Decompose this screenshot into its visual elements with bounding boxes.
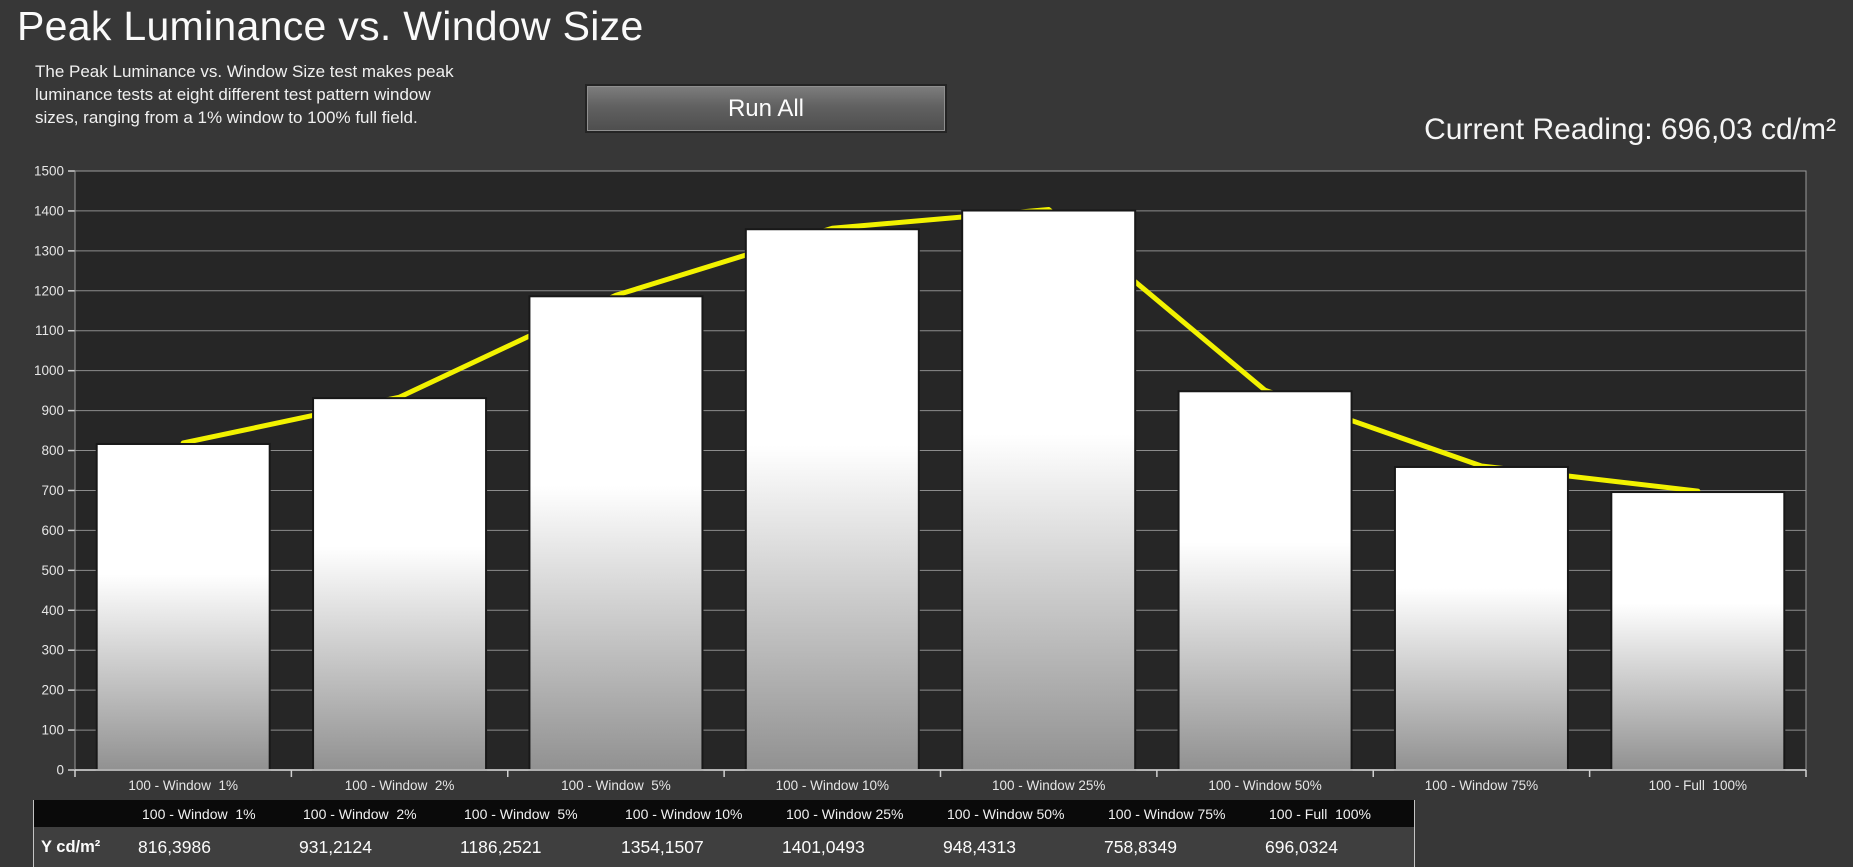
trend-line — [180, 207, 1701, 494]
bar — [1393, 465, 1569, 771]
table-header-cell: 100 - Window 50% — [931, 800, 1092, 827]
test-description: The Peak Luminance vs. Window Size test … — [35, 62, 454, 127]
y-axis-label: 200 — [41, 683, 64, 698]
x-axis-label: 100 - Full 100% — [1649, 778, 1747, 793]
results-table-header: 100 - Window 1% 100 - Window 2% 100 - Wind… — [33, 800, 1415, 827]
y-axis-label: 500 — [41, 563, 64, 578]
bar — [1177, 390, 1353, 771]
x-axis-label: 100 - Window 10% — [776, 778, 889, 793]
table-value-cell: 1401,0493 — [770, 827, 931, 867]
table-header-cell: 100 - Window 75% — [1092, 800, 1253, 827]
table-value-cell: 1186,2521 — [448, 827, 609, 867]
table-value-cell: 696,0324 — [1253, 827, 1415, 867]
x-axis-label: 100 - Window 2% — [345, 778, 455, 793]
y-axis-label: 600 — [41, 523, 64, 538]
y-axis-label: 1300 — [34, 243, 64, 258]
table-value-cell: 948,4313 — [931, 827, 1092, 867]
table-header-cell: 100 - Window 2% — [287, 800, 448, 827]
bar — [312, 397, 488, 771]
table-row-label: Y cd/m² — [33, 827, 126, 867]
table-header-cell: 100 - Full 100% — [1253, 800, 1415, 827]
peak-luminance-chart: 0 100 200 300 400 500 600 700 800 900 1000 1100 1200… — [34, 164, 1807, 793]
y-axis-label: 1200 — [34, 283, 64, 298]
results-table-body: Y cd/m² 816,3986 931,2124 1186,2521 1354,150… — [33, 827, 1415, 867]
table-value-row: Y cd/m² 816,3986 931,2124 1186,2521 1354,150… — [33, 827, 1415, 867]
y-axis-label: 300 — [41, 643, 64, 658]
table-value-cell: 758,8349 — [1092, 827, 1253, 867]
y-axis-label: 1000 — [34, 363, 64, 378]
results-table: 100 - Window 1% 100 - Window 2% 100 - Wind… — [33, 800, 1415, 867]
bar — [528, 295, 704, 771]
table-header-cell: 100 - Window 1% — [126, 800, 287, 827]
y-axis-label: 1400 — [34, 203, 64, 218]
run-all-button-label: Run All — [727, 94, 805, 122]
y-axis-label: 400 — [41, 603, 64, 618]
bar — [95, 442, 271, 771]
y-axis-label: 900 — [41, 403, 64, 418]
table-header-cell: 100 - Window 5% — [448, 800, 609, 827]
x-axis-label: 100 - Window 75% — [1425, 778, 1538, 793]
table-value-cell: 931,2124 — [287, 827, 448, 867]
y-axis-label: 1500 — [34, 164, 64, 179]
page-title: Peak Luminance vs. Window Size — [17, 3, 644, 49]
bar — [744, 228, 920, 771]
current-reading: Current Reading: 696,03 cd/m² — [1424, 113, 1836, 146]
y-axis-label: 700 — [41, 483, 64, 498]
table-corner-cell — [33, 800, 126, 827]
y-axis-label: 800 — [41, 443, 64, 458]
y-axis-label: 100 — [41, 723, 64, 738]
y-axis-label: 0 — [56, 763, 64, 778]
x-axis-label: 100 - Window 1% — [128, 778, 238, 793]
bar — [961, 209, 1137, 771]
table-header-cell: 100 - Window 10% — [609, 800, 770, 827]
table-header-row: 100 - Window 1% 100 - Window 2% 100 - Wind… — [33, 800, 1415, 827]
bar — [1610, 491, 1786, 771]
table-value-cell: 1354,1507 — [609, 827, 770, 867]
x-axis-label: 100 - Window 50% — [1208, 778, 1321, 793]
run-all-button[interactable]: Run All — [585, 84, 947, 133]
x-axis-label: 100 - Window 5% — [561, 778, 671, 793]
table-header-cell: 100 - Window 25% — [770, 800, 931, 827]
y-axis-label: 1100 — [35, 323, 64, 338]
table-value-cell: 816,3986 — [126, 827, 287, 867]
x-axis-label: 100 - Window 25% — [992, 778, 1105, 793]
